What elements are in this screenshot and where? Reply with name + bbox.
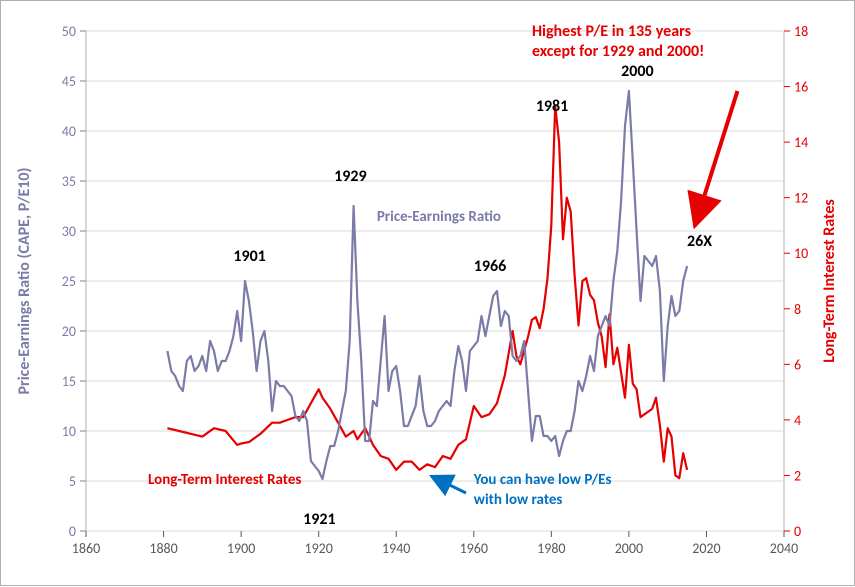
yr-tick-label: 4	[794, 412, 801, 429]
yl-tick-label: 30	[62, 223, 76, 240]
rates-series-label: Long-Term Interest Rates	[148, 471, 301, 489]
yr-tick-label: 18	[794, 23, 808, 40]
chart-frame: 1860188019001920194019601980200020202040…	[0, 0, 855, 586]
x-tick-label: 1920	[304, 540, 332, 557]
x-tick-label: 1900	[227, 540, 255, 557]
callout-red-text: except for 1929 and 2000!	[532, 42, 704, 61]
yr-tick-label: 6	[794, 356, 801, 373]
y-left-title: Price-Earnings Ratio (CAPE, P/E10)	[15, 168, 34, 395]
peak-label: 1921	[303, 510, 335, 529]
yr-tick-label: 14	[794, 134, 808, 151]
peak-label: 26X	[687, 232, 712, 251]
x-tick-label: 2000	[615, 540, 643, 557]
yr-tick-label: 16	[794, 79, 808, 96]
yr-tick-label: 8	[794, 301, 801, 318]
yl-tick-label: 35	[62, 173, 76, 190]
yl-tick-label: 40	[62, 123, 76, 140]
yl-tick-label: 10	[62, 423, 76, 440]
yl-tick-label: 20	[62, 323, 76, 340]
y-right-title: Long-Term Interest Rates	[820, 199, 839, 363]
yl-tick-label: 5	[69, 473, 76, 490]
x-tick-label: 1940	[382, 540, 410, 557]
x-tick-label: 2040	[770, 540, 798, 557]
x-tick-label: 1960	[460, 540, 488, 557]
peak-label: 1929	[334, 167, 366, 186]
yr-tick-label: 0	[794, 523, 801, 540]
x-tick-label: 2020	[692, 540, 720, 557]
yl-tick-label: 15	[62, 373, 76, 390]
callout-red-arrow	[695, 91, 738, 226]
callout-blue-text: You can have low P/Es	[473, 471, 612, 489]
yr-tick-label: 10	[794, 245, 808, 262]
callout-blue-arrow	[431, 476, 466, 493]
peak-label: 1981	[536, 97, 568, 116]
yr-tick-label: 12	[794, 190, 808, 207]
yl-tick-label: 50	[62, 23, 76, 40]
x-tick-label: 1880	[149, 540, 177, 557]
yl-tick-label: 25	[62, 273, 76, 290]
x-tick-label: 1860	[72, 540, 100, 557]
cape-chart: 1860188019001920194019601980200020202040…	[1, 1, 855, 587]
yl-tick-label: 0	[69, 523, 76, 540]
callout-blue-text: with low rates	[474, 491, 563, 509]
pe-line	[167, 91, 687, 479]
yr-tick-label: 2	[794, 467, 801, 484]
peak-label: 1901	[233, 247, 265, 266]
callout-red-text: Highest P/E in 135 years	[532, 22, 691, 41]
peak-label: 1966	[474, 257, 506, 276]
yl-tick-label: 45	[62, 73, 76, 90]
pe-series-label: Price-Earnings Ratio	[377, 208, 501, 226]
peak-label: 2000	[621, 62, 653, 81]
x-tick-label: 1980	[537, 540, 565, 557]
